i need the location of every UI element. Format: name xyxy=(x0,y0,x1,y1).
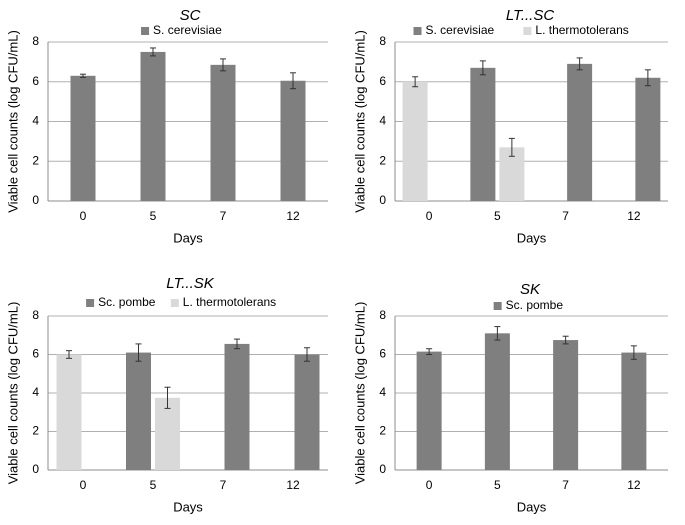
bar-sc-pombe-day-12 xyxy=(621,352,647,470)
bar-sc-pombe-day-12 xyxy=(294,354,320,470)
x-axis-label: Days xyxy=(517,230,547,245)
legend-swatch xyxy=(141,27,150,35)
legend-swatch xyxy=(413,27,422,35)
legend-label: Sc. pombe xyxy=(98,295,156,309)
x-axis-label: Days xyxy=(173,499,203,514)
chart-panel-1: SC 0 2 4 6 8 0 5 7 12 Days Viable cell counts (log … xyxy=(5,7,328,245)
x-tick-label: 12 xyxy=(286,478,300,492)
y-tick-label: 0 xyxy=(32,462,39,476)
y-tick-label: 4 xyxy=(379,385,386,399)
x-tick-label: 5 xyxy=(494,478,501,492)
bar-s-cerevisiae-day-5 xyxy=(140,51,166,201)
chart-panel-3: LT...SK 0 2 4 6 8 0 5 7 12 Days Viable cell counts … xyxy=(5,275,328,514)
bar-sc-pombe-day-7 xyxy=(553,340,579,470)
y-tick-label: 0 xyxy=(32,193,39,207)
y-axis-label: Viable cell counts (log CFU/mL) xyxy=(5,302,20,485)
bar-s-cerevisiae-day-7 xyxy=(210,64,236,201)
x-tick-label: 12 xyxy=(627,478,641,492)
bar-l-thermotolerans-day-0 xyxy=(56,354,82,470)
x-tick-label: 0 xyxy=(426,478,433,492)
y-tick-label: 2 xyxy=(379,424,386,438)
legend-swatch xyxy=(493,302,502,310)
y-tick-label: 8 xyxy=(379,34,386,48)
chart-title: LT...SK xyxy=(166,275,215,292)
x-tick-label: 7 xyxy=(562,209,569,223)
legend-label: Sc. pombe xyxy=(506,298,564,312)
y-tick-label: 4 xyxy=(32,114,39,128)
y-tick-label: 6 xyxy=(32,74,39,88)
x-axis-label: Days xyxy=(517,499,547,514)
chart-title: SC xyxy=(180,7,201,24)
bar-s-cerevisiae-day-12 xyxy=(635,77,661,201)
legend-label: L. thermotolerans xyxy=(183,295,276,309)
y-tick-label: 8 xyxy=(379,308,386,322)
legend-label: L. thermotolerans xyxy=(535,23,628,37)
y-axis-label: Viable cell counts (log CFU/mL) xyxy=(5,30,20,213)
y-tick-label: 8 xyxy=(32,34,39,48)
x-tick-label: 0 xyxy=(426,209,433,223)
chart-panel-4: SK 0 2 4 6 8 0 5 7 12 Days Viable cell counts (log … xyxy=(352,281,668,514)
x-axis-label: Days xyxy=(173,230,203,245)
bar-s-cerevisiae-day-5 xyxy=(470,67,496,202)
legend-swatch xyxy=(86,299,95,307)
legend: S. cerevisiae xyxy=(141,23,222,37)
bar-l-thermotolerans-day-5 xyxy=(155,397,180,470)
x-tick-label: 5 xyxy=(150,209,157,223)
x-tick-label: 7 xyxy=(220,478,227,492)
legend-swatch xyxy=(170,299,179,307)
y-tick-label: 0 xyxy=(379,193,386,207)
x-tick-label: 12 xyxy=(627,209,641,223)
y-tick-label: 4 xyxy=(32,385,39,399)
legend-label: S. cerevisiae xyxy=(153,23,222,37)
y-tick-label: 2 xyxy=(32,424,39,438)
bar-sc-pombe-day-0 xyxy=(416,351,442,470)
legend: Sc. pombe xyxy=(493,298,564,312)
legend-label: S. cerevisiae xyxy=(426,23,495,37)
chart-panel-2: LT...SC 0 2 4 6 8 0 5 7 12 Days Viable cell counts … xyxy=(352,7,668,245)
bar-s-cerevisiae-day-12 xyxy=(280,80,306,201)
bar-sc-pombe-day-5 xyxy=(484,333,510,470)
legend-swatch xyxy=(523,27,532,35)
legend: S. cerevisiae L. thermotolerans xyxy=(413,23,629,37)
bar-s-cerevisiae-day-7 xyxy=(567,63,593,201)
y-axis-label: Viable cell counts (log CFU/mL) xyxy=(352,30,367,213)
bar-sc-pombe-day-5 xyxy=(126,352,151,470)
chart-title: LT...SC xyxy=(506,7,555,24)
y-tick-label: 6 xyxy=(379,74,386,88)
legend: Sc. pombe L. thermotolerans xyxy=(86,295,276,309)
bar-s-cerevisiae-day-0 xyxy=(70,75,96,201)
y-tick-label: 6 xyxy=(32,347,39,361)
y-tick-label: 8 xyxy=(32,308,39,322)
bar-sc-pombe-day-7 xyxy=(224,343,250,470)
y-tick-label: 6 xyxy=(379,347,386,361)
chart-title: SK xyxy=(520,281,541,298)
x-tick-label: 0 xyxy=(80,478,87,492)
y-tick-label: 2 xyxy=(379,153,386,167)
x-tick-label: 7 xyxy=(220,209,227,223)
x-tick-label: 12 xyxy=(286,209,300,223)
y-axis-label: Viable cell counts (log CFU/mL) xyxy=(352,302,367,485)
x-tick-label: 5 xyxy=(150,478,157,492)
y-tick-label: 0 xyxy=(379,462,386,476)
y-tick-label: 4 xyxy=(379,114,386,128)
x-tick-label: 7 xyxy=(562,478,569,492)
bar-l-thermotolerans-day-0 xyxy=(402,81,428,201)
x-tick-label: 0 xyxy=(80,209,87,223)
y-tick-label: 2 xyxy=(32,153,39,167)
x-tick-label: 5 xyxy=(494,209,501,223)
